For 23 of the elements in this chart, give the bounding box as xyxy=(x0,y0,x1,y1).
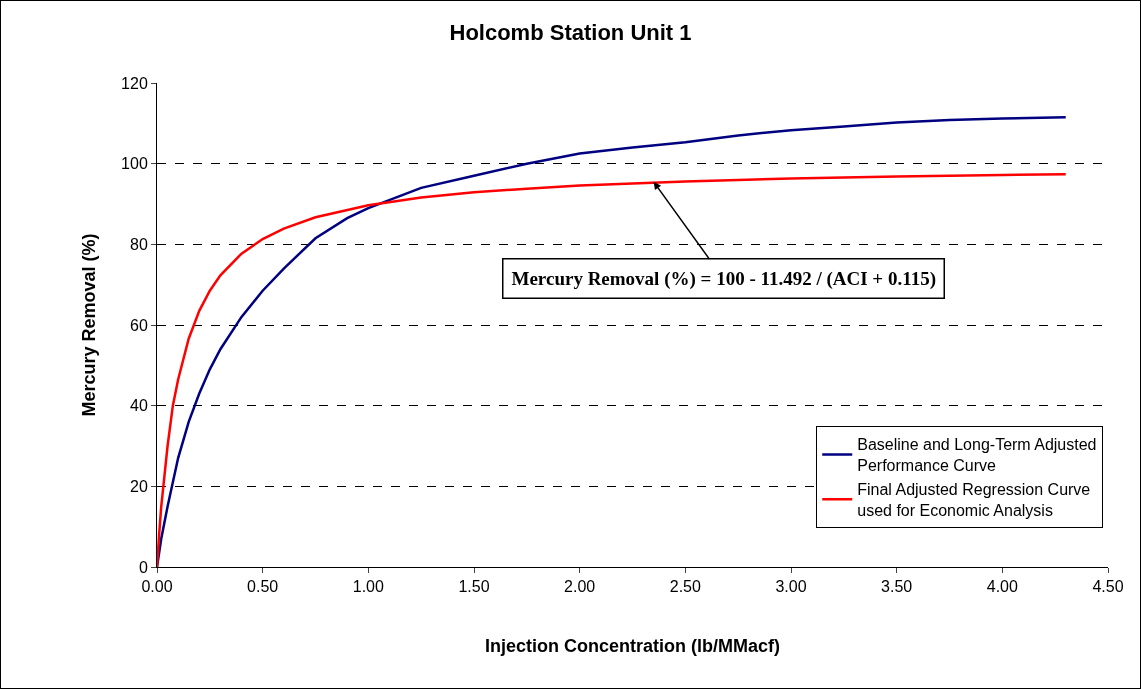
x-tick-label: 2.50 xyxy=(669,578,701,596)
x-tick-label: 0.00 xyxy=(141,578,173,596)
y-tick-label: 20 xyxy=(130,477,148,495)
y-tick-label: 0 xyxy=(138,558,148,576)
y-tick-label: 80 xyxy=(130,235,148,253)
x-tick-label: 4.00 xyxy=(986,578,1018,596)
y-tick-label: 60 xyxy=(130,316,148,334)
annotation: Mercury Removal (%) = 100 - 11.492 / (ACI + 0.115) xyxy=(511,267,936,290)
y-axis-title: Mercury Removal (%) xyxy=(79,233,100,417)
legend-label: Baseline and Long-Term Adjusted Performance Curve xyxy=(857,436,1097,475)
x-tick-label: 3.00 xyxy=(775,578,807,596)
x-tick-label: 4.50 xyxy=(1092,578,1124,596)
x-tick-label: 1.00 xyxy=(352,578,384,596)
x-tick-label: 2.00 xyxy=(564,578,596,596)
x-tick-label: 3.50 xyxy=(881,578,913,596)
legend-label: Final Adjusted Regression Curve used for Economic Analysis xyxy=(857,481,1091,519)
y-tick-label: 120 xyxy=(121,74,148,92)
x-axis-title: Injection Concentration (lb/MMacf) xyxy=(485,636,780,657)
x-tick-label: 0.50 xyxy=(247,578,279,596)
x-tick-label: 1.50 xyxy=(458,578,490,596)
y-tick-label: 100 xyxy=(121,155,148,173)
y-tick-label: 40 xyxy=(130,397,148,415)
chart-title: Holcomb Station Unit 1 xyxy=(449,20,692,46)
